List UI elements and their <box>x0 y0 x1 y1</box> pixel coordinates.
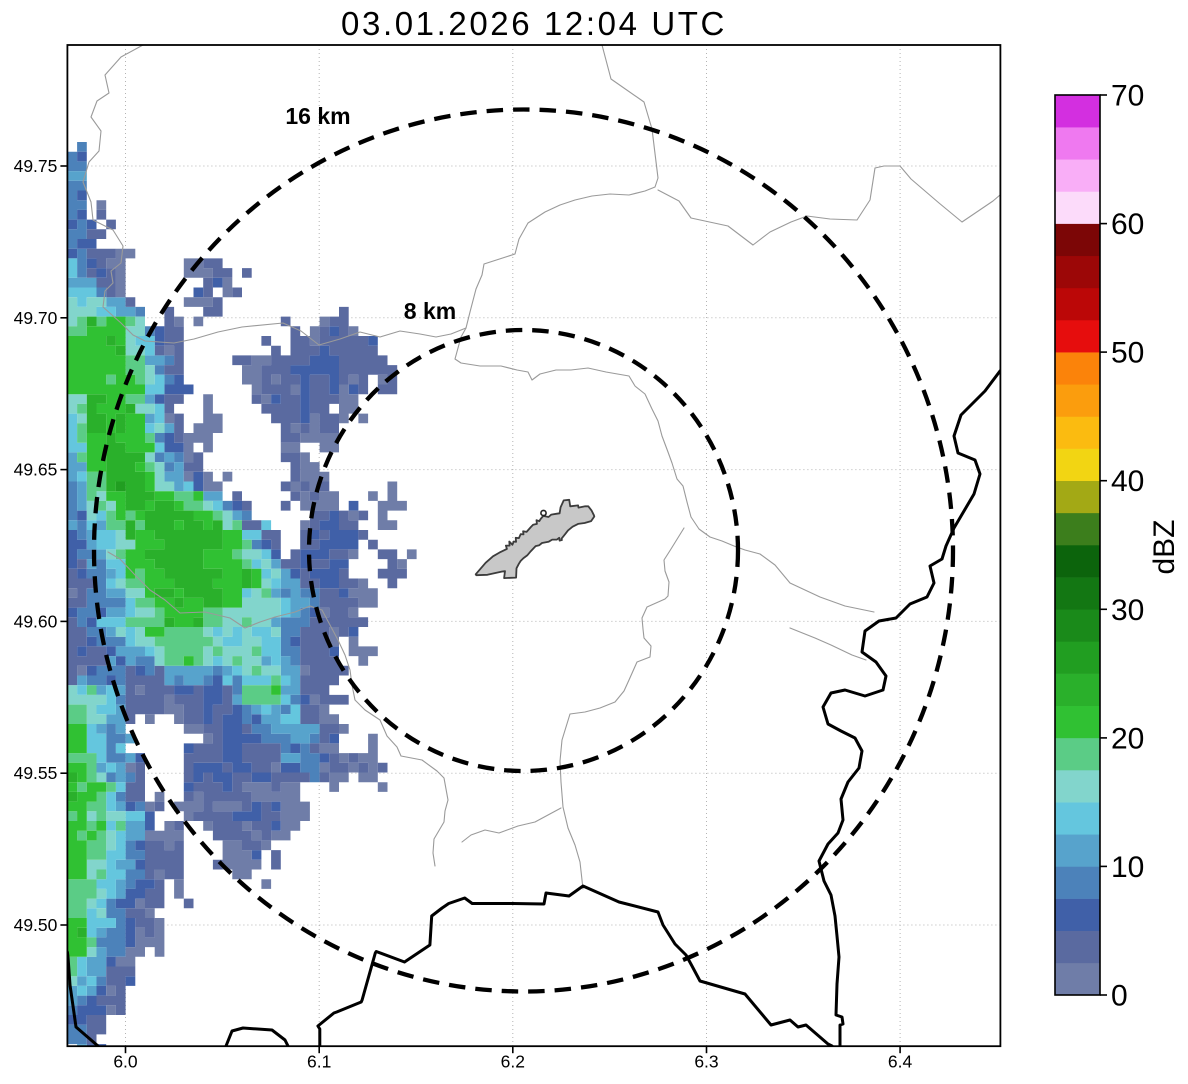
svg-text:49.65: 49.65 <box>14 460 58 480</box>
svg-text:49.70: 49.70 <box>14 308 58 328</box>
svg-text:49.75: 49.75 <box>14 156 58 176</box>
svg-text:8 km: 8 km <box>404 298 456 324</box>
svg-text:0: 0 <box>1111 980 1128 1013</box>
svg-text:16 km: 16 km <box>285 103 350 129</box>
svg-text:dBZ: dBZ <box>1148 519 1181 574</box>
svg-text:10: 10 <box>1111 851 1144 884</box>
svg-text:6.1: 6.1 <box>307 1052 331 1072</box>
svg-text:49.55: 49.55 <box>14 763 58 783</box>
svg-text:40: 40 <box>1111 465 1144 498</box>
svg-text:50: 50 <box>1111 337 1144 370</box>
svg-text:6.0: 6.0 <box>113 1052 138 1072</box>
svg-text:49.50: 49.50 <box>14 915 58 935</box>
svg-text:6.2: 6.2 <box>501 1052 525 1072</box>
svg-text:70: 70 <box>1111 80 1144 113</box>
svg-text:49.60: 49.60 <box>14 611 58 631</box>
svg-text:60: 60 <box>1111 208 1144 241</box>
svg-text:6.4: 6.4 <box>888 1052 913 1072</box>
svg-text:20: 20 <box>1111 722 1144 755</box>
svg-text:6.3: 6.3 <box>694 1052 718 1072</box>
svg-text:03.01.2026 12:04 UTC: 03.01.2026 12:04 UTC <box>341 5 727 42</box>
svg-text:30: 30 <box>1111 594 1144 627</box>
